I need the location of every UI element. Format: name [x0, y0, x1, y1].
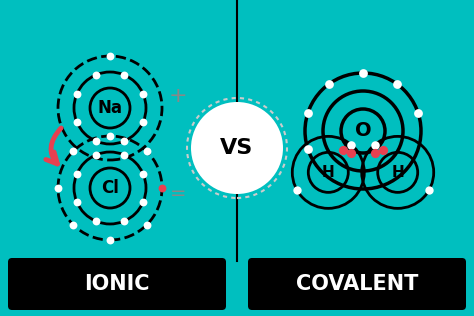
Point	[106, 237, 114, 242]
Circle shape	[191, 102, 283, 194]
Point	[106, 53, 114, 58]
Point	[139, 92, 147, 97]
Point	[120, 72, 128, 77]
Text: Cl: Cl	[101, 179, 119, 197]
FancyBboxPatch shape	[8, 258, 226, 310]
Text: IONIC: IONIC	[84, 274, 150, 294]
Text: H: H	[322, 165, 335, 180]
Point	[339, 147, 346, 152]
Point	[393, 82, 401, 87]
FancyArrowPatch shape	[46, 128, 61, 164]
Point	[414, 111, 422, 116]
Point	[293, 188, 301, 193]
Point	[106, 133, 114, 138]
FancyBboxPatch shape	[248, 258, 466, 310]
Point	[372, 150, 379, 155]
Point	[73, 172, 81, 177]
Point	[347, 150, 355, 155]
Point	[304, 146, 311, 151]
Point	[73, 119, 81, 124]
Point	[120, 219, 128, 224]
Point	[371, 142, 378, 147]
Point	[92, 72, 100, 77]
Point	[69, 149, 77, 154]
Point	[139, 172, 147, 177]
Text: H: H	[392, 165, 404, 180]
Point	[73, 92, 81, 97]
Point	[92, 139, 100, 144]
Point	[359, 70, 367, 76]
Point	[158, 185, 166, 191]
Point	[325, 82, 333, 87]
Point	[143, 222, 151, 227]
Point	[139, 199, 147, 204]
Point	[143, 149, 151, 154]
Text: VS: VS	[220, 138, 254, 158]
Point	[425, 188, 433, 193]
Point	[120, 152, 128, 157]
Point	[92, 152, 100, 157]
Point	[139, 119, 147, 124]
Text: COVALENT: COVALENT	[296, 274, 418, 294]
Point	[54, 185, 62, 191]
Text: Na: Na	[98, 99, 122, 117]
Point	[92, 219, 100, 224]
Text: =: =	[170, 185, 186, 204]
Point	[120, 139, 128, 144]
Point	[347, 142, 355, 147]
Point	[69, 222, 77, 227]
Point	[380, 147, 387, 152]
Text: O: O	[355, 121, 371, 141]
Point	[304, 111, 311, 116]
Text: +: +	[169, 86, 187, 106]
Point	[73, 199, 81, 204]
